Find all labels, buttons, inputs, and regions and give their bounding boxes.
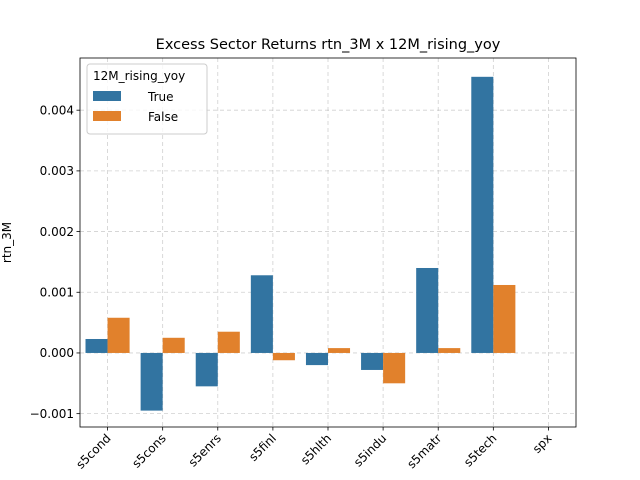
chart-title: Excess Sector Returns rtn_3M x 12M_risin… (156, 37, 501, 53)
bar-false-s5enrs (217, 331, 240, 353)
legend-swatch-true (93, 91, 121, 101)
bars (85, 76, 516, 411)
bar-true-s5tech (471, 76, 494, 353)
bar-false-s5matr (438, 348, 461, 353)
bar-true-s5indu (361, 352, 384, 370)
legend-label-false: False (148, 110, 178, 124)
bar-true-s5matr (416, 267, 439, 353)
y-tick-label: −0.001 (30, 407, 74, 421)
legend-swatch-false (93, 111, 121, 121)
bar-false-s5indu (383, 352, 406, 384)
y-tick-label: 0.002 (40, 225, 74, 239)
y-tick-label: 0.003 (40, 164, 74, 178)
bar-false-s5finl (272, 352, 295, 361)
bar-false-s5hlth (328, 348, 351, 353)
y-tick-label: 0.004 (40, 103, 74, 117)
bar-true-s5cons (140, 352, 163, 411)
bar-false-s5cons (162, 337, 185, 353)
bar-true-s5cond (85, 338, 108, 353)
legend-label-true: True (147, 90, 174, 104)
bar-false-s5cond (107, 317, 130, 353)
grid-lines (80, 58, 576, 427)
bar-true-s5enrs (195, 352, 218, 387)
bar-false-s5tech (493, 284, 516, 353)
legend: 12M_rising_yoy True False (86, 63, 208, 135)
y-axis-label: rtn_3M (0, 222, 14, 263)
y-tick-label: 0.000 (40, 346, 74, 360)
bar-true-s5finl (250, 275, 273, 353)
bar-true-s5hlth (305, 352, 328, 366)
legend-title: 12M_rising_yoy (93, 69, 185, 83)
y-tick-label: 0.001 (40, 285, 74, 299)
